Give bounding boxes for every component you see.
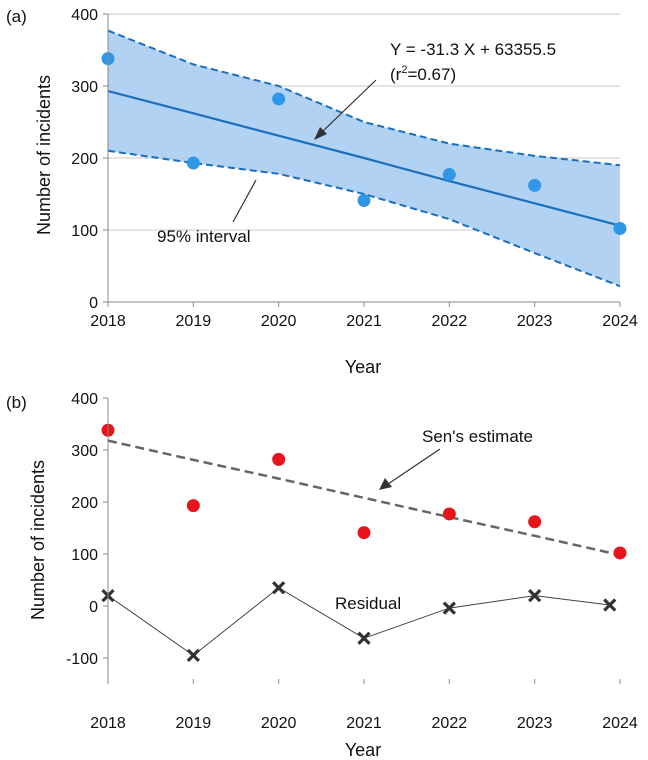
residual-marker [272, 581, 286, 595]
sens-estimate-arrow-head [379, 478, 392, 490]
residual-marker [186, 648, 200, 663]
residual-marker-stroke [186, 648, 200, 663]
panel-b-x-tick-label: 2024 [602, 715, 638, 732]
panel-a-x-tick-label: 2020 [261, 313, 297, 330]
panel-b-y-tick-label: 300 [71, 443, 98, 460]
panel-b-x-tick-label: 2022 [432, 715, 468, 732]
panel-a-x-tick-label: 2023 [517, 313, 553, 330]
panel-b-residuals [101, 581, 617, 663]
panel-b-data-point [613, 546, 627, 560]
residual-marker-stroke [528, 588, 542, 603]
panel-b-x-tick-label: 2021 [346, 715, 382, 732]
panel-a-x-tick-label: 2022 [432, 313, 468, 330]
panel-a-data-point [357, 193, 371, 207]
panel-a-x-tick-label: 2019 [176, 313, 212, 330]
panel-a-x-tick-label: 2021 [346, 313, 382, 330]
panel-b-x-tick-label: 2018 [90, 715, 126, 732]
equation-label: Y = -31.3 X + 63355.5 [390, 40, 556, 59]
r-squared-superscript: 2 [401, 64, 407, 76]
panel-b-data-point [528, 515, 542, 529]
panel-a-data-point [528, 178, 542, 192]
panel-b-axes [103, 397, 621, 684]
panel-b-y-tick-label: -100 [66, 651, 98, 668]
panel-a-points [101, 52, 627, 236]
panel-b-y-tick-label: 100 [71, 547, 98, 564]
residual-marker-stroke [442, 601, 456, 615]
r-squared-label: (r2=0.67) [390, 64, 456, 84]
panel-b-sen-line [107, 439, 621, 557]
panel-a: (a) 0 100 200 300 400 2018 2019 2020 2021 2022 202… [6, 7, 638, 377]
panel-a-data-point [186, 156, 200, 170]
panel-b-data-point [357, 526, 371, 540]
panel-a-y-tick-label: 300 [71, 79, 98, 96]
sens-estimate-arrow [387, 448, 441, 485]
interval-pointer-line [232, 179, 257, 223]
panel-b-x-tick-label: 2020 [261, 715, 297, 732]
panel-a-fit-line [107, 89, 621, 227]
panel-b-y-axis-label: Number of incidents [28, 460, 48, 620]
panel-a-y-tick-label: 400 [71, 7, 98, 24]
panel-b-y-tick-label: 400 [71, 391, 98, 408]
panel-b: (b) -100 0 100 200 300 400 2018 2019 2020 2021 202… [6, 391, 638, 760]
panel-a-data-point [272, 92, 286, 106]
residual-marker-stroke [357, 631, 371, 645]
equation-arrow-head [314, 127, 327, 140]
panel-b-data-point [272, 452, 286, 466]
panel-b-tick-labels: -100 0 100 200 300 400 2018 2019 2020 2021 2022 202… [66, 391, 638, 732]
panel-a-data-point [442, 168, 456, 182]
panel-b-y-tick-label: 0 [89, 599, 98, 616]
equation-arrow [321, 79, 377, 133]
panel-b-x-axis-label: Year [345, 740, 381, 760]
interval-label: 95% interval [157, 227, 251, 246]
residual-label: Residual [335, 594, 401, 613]
r-squared-suffix: =0.67) [407, 65, 456, 84]
panel-a-label: (a) [6, 7, 27, 26]
r-squared-prefix: (r [390, 65, 402, 84]
panel-a-y-tick-label: 100 [71, 223, 98, 240]
sens-estimate-line [107, 439, 621, 557]
residual-marker-stroke [272, 581, 286, 595]
interval-upper-bound [107, 29, 621, 167]
panel-a-x-tick-label: 2024 [602, 313, 638, 330]
residual-marker [528, 588, 542, 603]
sens-estimate-label: Sen's estimate [422, 427, 533, 446]
residual-marker [357, 631, 371, 645]
panel-a-tick-labels: 0 100 200 300 400 2018 2019 2020 2021 2022 2023 202… [71, 7, 638, 330]
panel-a-data-point [613, 222, 627, 236]
panel-b-data-point [442, 507, 456, 521]
panel-a-x-axis-label: Year [345, 357, 381, 377]
panel-a-x-tick-label: 2018 [90, 313, 126, 330]
panel-b-label: (b) [6, 393, 27, 412]
regression-line [107, 89, 621, 227]
residual-marker [442, 601, 456, 615]
panel-b-points [101, 423, 627, 560]
panel-a-y-tick-label: 0 [89, 295, 98, 312]
panel-b-x-tick-label: 2019 [176, 715, 212, 732]
panel-b-x-tick-label: 2023 [517, 715, 553, 732]
residual-marker-stroke [603, 598, 617, 612]
panel-a-y-axis-label: Number of incidents [34, 75, 54, 235]
panel-a-y-tick-label: 200 [71, 151, 98, 168]
residual-marker [603, 598, 617, 612]
panel-b-data-point [186, 499, 200, 513]
panel-a-axes [103, 13, 621, 307]
panel-b-y-tick-label: 200 [71, 495, 98, 512]
